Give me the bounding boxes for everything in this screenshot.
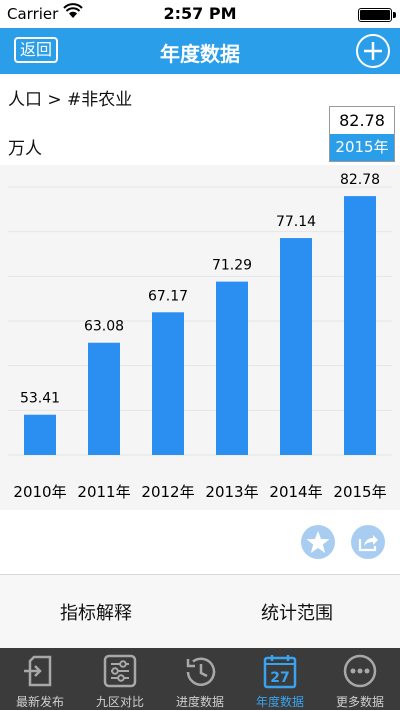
add-button[interactable] [356,34,390,68]
x-tick-label-1: 2011年 [77,483,130,501]
selected-value: 82.78 [339,111,385,130]
tab-more-data[interactable]: 更多数据 [320,648,400,710]
plus-icon [364,42,382,60]
bar-3[interactable] [216,281,248,455]
data-label-3: 71.29 [212,258,252,274]
tab-label: 九区对比 [95,695,144,709]
data-label-2: 67.17 [148,288,188,304]
more-icon [343,654,377,688]
status-time: 2:57 PM [163,4,237,23]
star-icon [306,531,330,553]
status-bar: Carrier 2:57 PM [0,0,400,28]
x-tick-label-3: 2013年 [205,483,258,501]
back-button[interactable]: 返回 [14,37,58,63]
favorite-button[interactable] [301,525,335,559]
x-tick-label-2: 2012年 [141,483,194,501]
selected-year: 2015年 [330,134,394,161]
navigation-bar: 返回 年度数据 [0,28,400,74]
data-label-4: 77.14 [276,214,316,230]
bar-4[interactable] [280,238,312,455]
progress-icon [186,657,216,686]
battery-icon [358,8,396,22]
unit-label: 万人 [8,139,42,159]
tab-latest-release[interactable]: 最新发布 [0,648,80,710]
breadcrumb: 人口 > #非农业 [8,90,133,110]
selected-value-box: 82.78 2015年 [329,106,395,162]
tab-label: 更多数据 [335,695,384,709]
indicator-explanation-link[interactable]: 指标解释 [60,603,132,624]
latest-release-icon [24,655,52,687]
data-label-1: 63.08 [84,319,124,335]
statistical-scope-link[interactable]: 统计范围 [261,603,333,624]
tab-progress-data[interactable]: 进度数据 [160,648,240,710]
tab-label: 进度数据 [175,695,224,709]
x-tick-label-4: 2014年 [269,483,322,501]
bar-0[interactable] [24,414,56,455]
tab-annual-data[interactable]: 27 年度数据 [240,648,320,710]
data-label-5: 82.78 [340,172,380,188]
bar-5[interactable] [344,196,376,455]
calendar-icon: 27 [263,655,297,689]
data-label-0: 53.41 [20,391,60,407]
wifi-icon [63,3,83,18]
share-button[interactable] [351,525,385,559]
page-title: 年度数据 [160,42,240,66]
tab-label: 年度数据 [255,695,304,709]
x-tick-label-5: 2015年 [333,483,386,501]
compare-icon [103,654,137,688]
chart-canvas: 53.41 2010年 63.08 2011年 67.17 2012年 71.29 2013年… [8,172,392,501]
tab-label: 最新发布 [15,695,64,709]
tab-district-compare[interactable]: 九区对比 [80,648,160,710]
divider [0,574,400,575]
calendar-day: 27 [270,670,289,686]
x-tick-label-0: 2010年 [13,483,66,501]
action-row [0,510,400,574]
bar-chart[interactable]: 53.41 2010年 63.08 2011年 67.17 2012年 71.29 2013年… [0,165,400,510]
carrier-label: Carrier [7,5,59,23]
bar-1[interactable] [88,342,120,455]
info-links: 指标解释 统计范围 [0,575,400,648]
share-icon [358,535,378,552]
bar-2[interactable] [152,312,184,455]
tab-bar: 最新发布 九区对比 进度数据 27 年度数据 [0,648,400,710]
